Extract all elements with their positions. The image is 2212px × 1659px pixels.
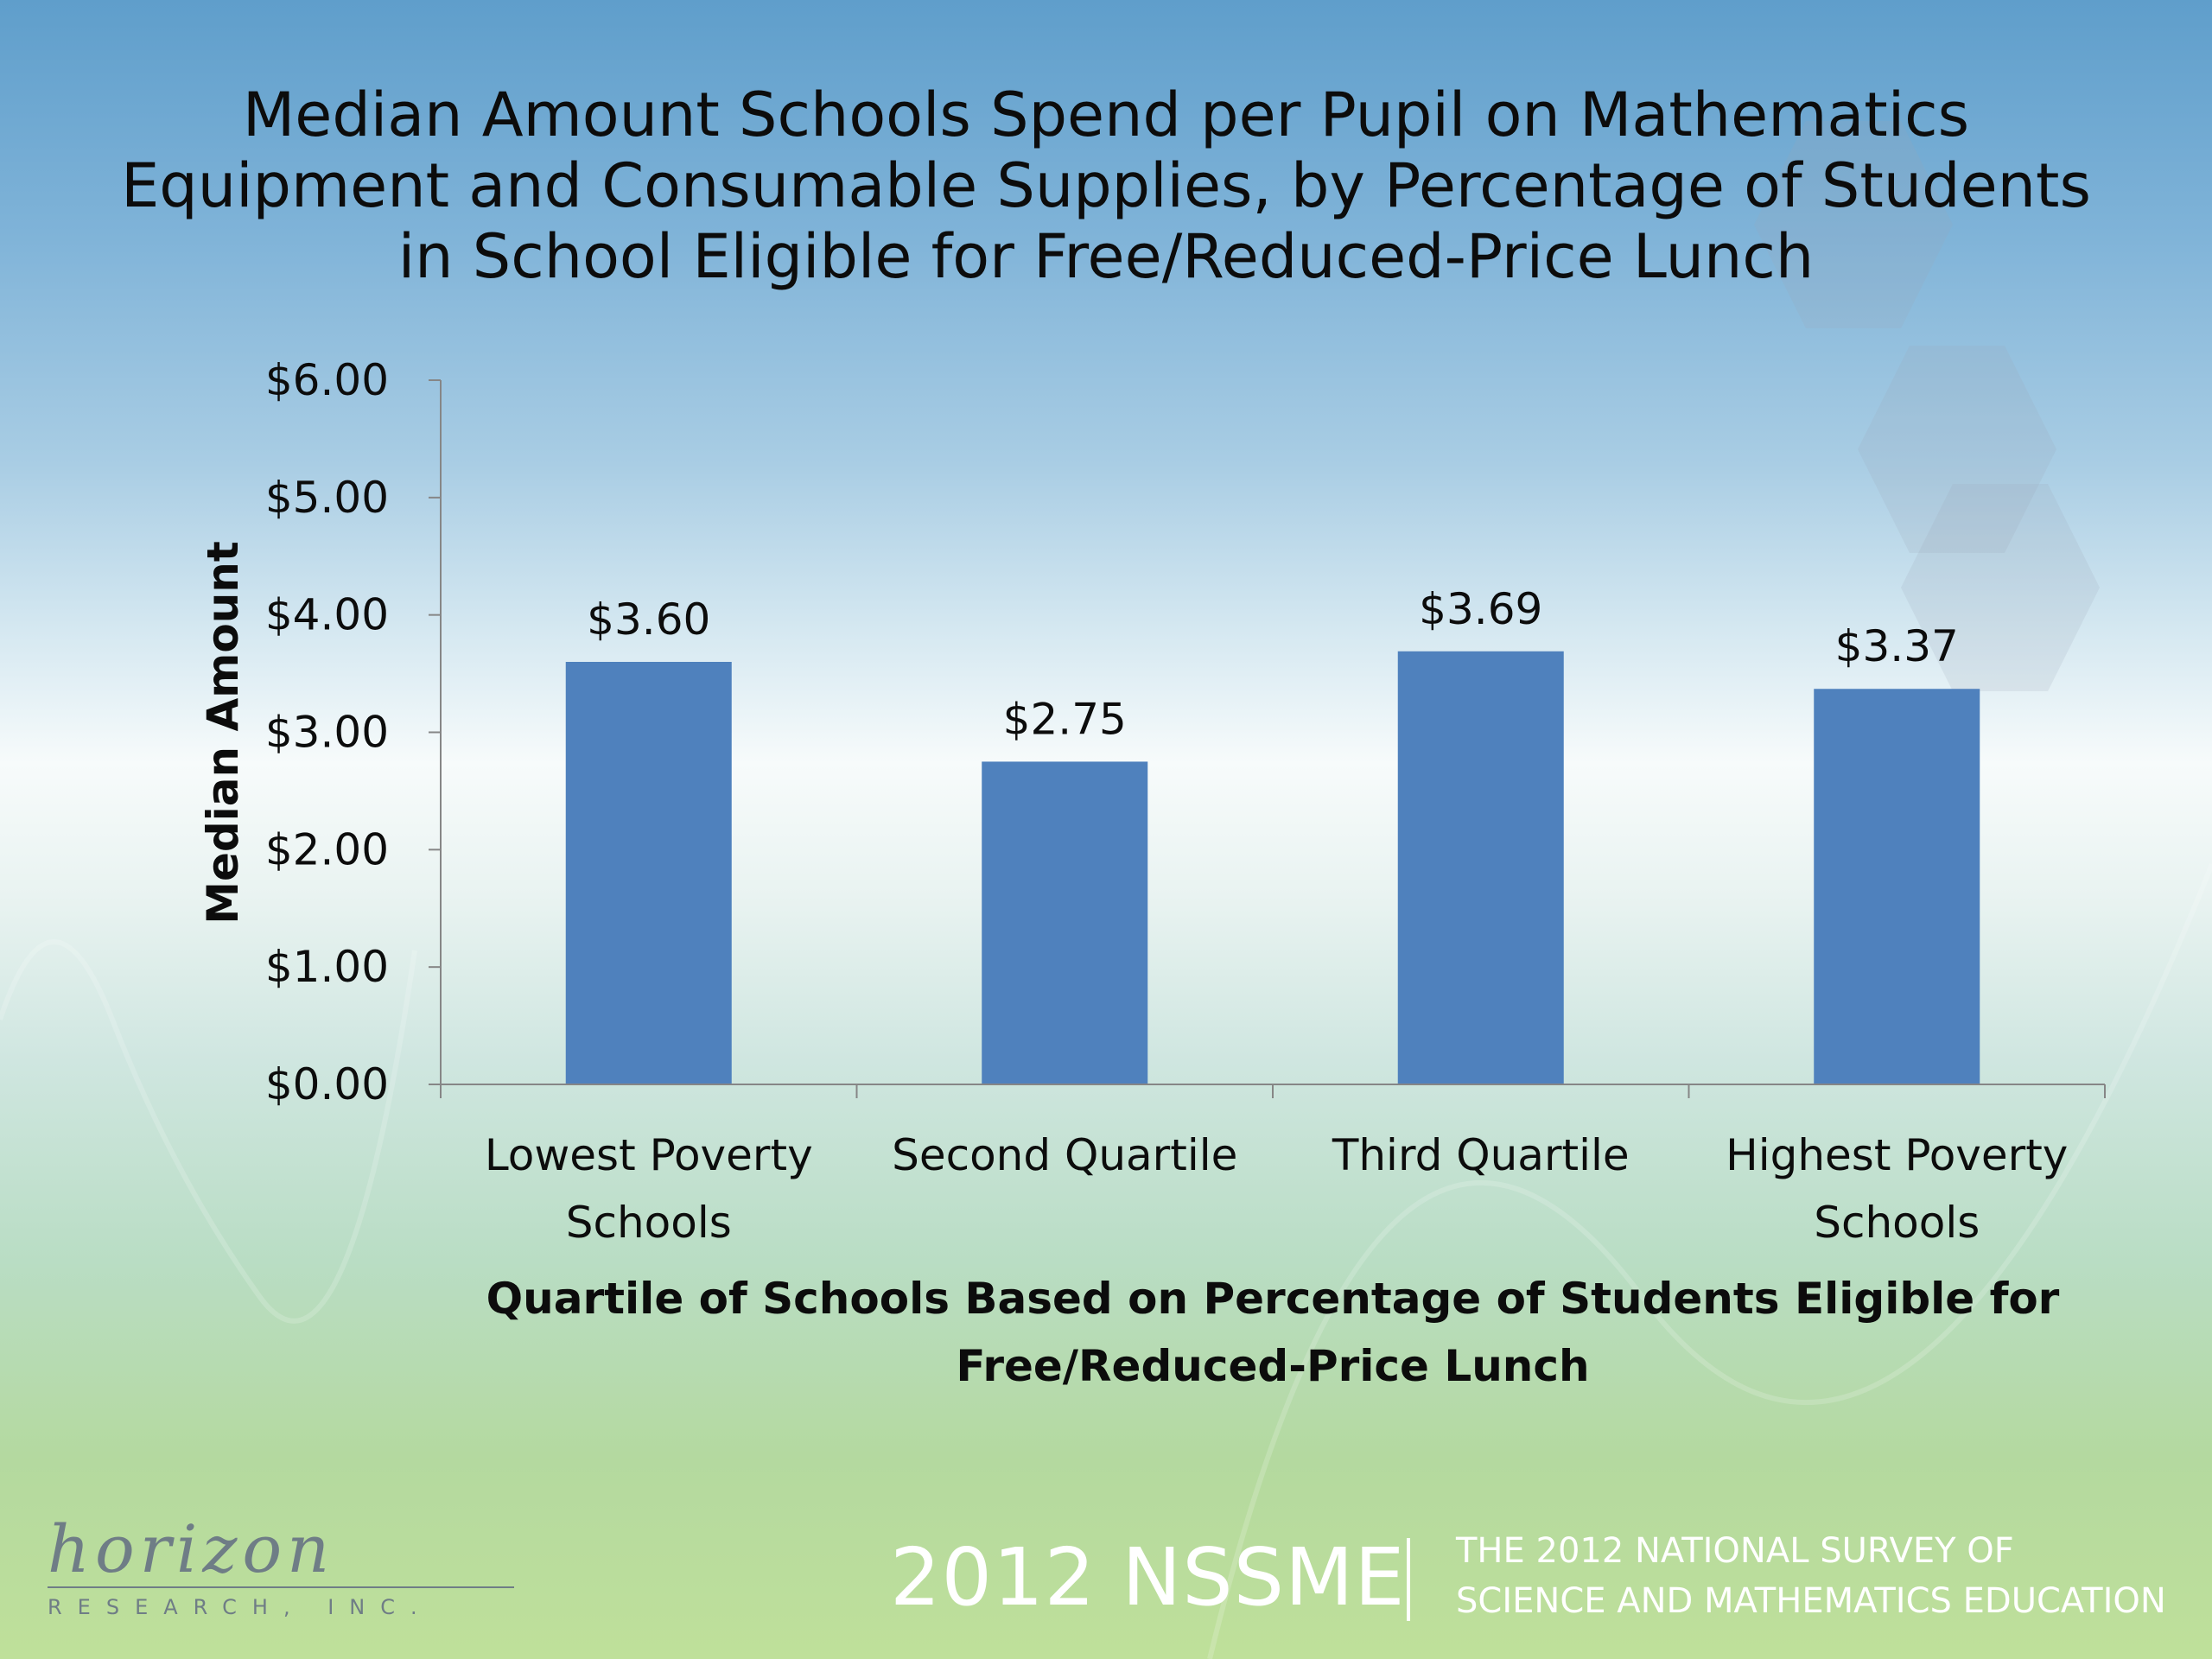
data-label: $2.75 [1003,694,1127,744]
data-label: $3.69 [1419,584,1542,634]
bar [982,761,1148,1084]
survey-line-2: SCIENCE AND MATHEMATICS EDUCATION [1456,1581,2166,1621]
category-label: Schools [1814,1198,1980,1248]
y-tick-label: $6.00 [265,355,389,405]
bar [1814,689,1980,1084]
slide-title: Median Amount Schools Spend per Pupil on… [104,79,2108,292]
title-line-3: in School Eligible for Free/Reduced-Pric… [397,221,1815,292]
x-axis-title-line-2: Free/Reduced-Price Lunch [956,1341,1589,1391]
category-label: Lowest Poverty [485,1130,813,1180]
x-axis-title-line-1: Quartile of Schools Based on Percentage … [486,1274,2060,1324]
category-labels: Lowest Poverty Schools Second Quartile Thir… [485,1130,2069,1248]
y-tick-label: $5.00 [265,473,389,523]
y-tick-label: $3.00 [265,708,389,758]
bars [565,651,1980,1084]
data-label: $3.60 [587,594,710,645]
y-tick-label: $0.00 [265,1059,389,1109]
category-label: Second Quartile [892,1130,1237,1180]
logo-underline [48,1586,514,1588]
category-label: Third Quartile [1332,1130,1630,1180]
survey-line-1: THE 2012 NATIONAL SURVEY OF [1456,1531,2014,1571]
value-labels: $3.60 $2.75 $3.69 $3.37 [587,584,1959,745]
y-tick-label: $2.00 [265,824,389,874]
title-line-1: Median Amount Schools Spend per Pupil on… [242,79,1970,150]
y-tick-label: $1.00 [265,942,389,992]
y-axis-title: Median Amount [198,541,248,925]
y-tick-label: $4.00 [265,590,389,640]
footer-survey-name: THE 2012 NATIONAL SURVEY OF SCIENCE AND … [1456,1526,2166,1626]
x-axis-ticks [440,1084,2106,1098]
horizon-logo: horizon RESEARCH, INC. [48,1510,531,1623]
footer-divider [1407,1538,1410,1621]
category-label: Schools [566,1198,732,1248]
data-label: $3.37 [1835,621,1959,671]
y-axis-ticks: $0.00 $1.00 $2.00 $3.00 $4.00 $5.00 $6.00 [265,355,441,1109]
footer-brand: 2012 NSSME [890,1531,1406,1624]
bar [565,662,732,1084]
bar [1397,651,1564,1084]
logo-subtext: RESEARCH, INC. [48,1595,433,1619]
logo-script-text: horizon [48,1510,335,1587]
category-label: Highest Poverty [1726,1130,2068,1180]
title-line-2: Equipment and Consumable Supplies, by Pe… [121,150,2091,221]
